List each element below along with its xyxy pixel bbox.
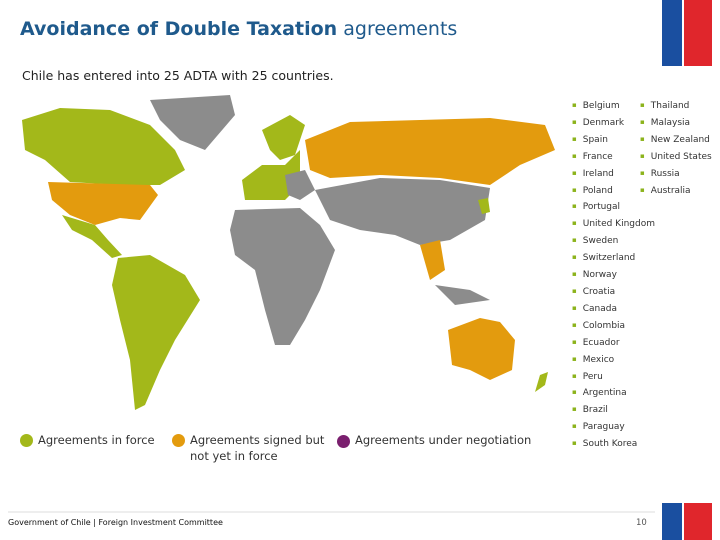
legend-label: Agreements in force: [38, 433, 155, 447]
country-item: Brazil: [572, 402, 655, 419]
country-item: France: [572, 149, 655, 166]
flag-blue: [662, 503, 682, 540]
country-item: South Korea: [572, 436, 655, 453]
footer: Government of Chile | Foreign Investment…: [8, 518, 223, 527]
country-list: BelgiumDenmarkSpainFranceIrelandPolandPo…: [572, 98, 655, 453]
title: Avoidance of Double Taxation agreements: [20, 18, 457, 40]
flag-red: [684, 0, 712, 66]
country-item: Spain: [572, 132, 655, 149]
country-list: ThailandMalaysiaNew ZealandUnited States…: [640, 98, 712, 199]
country-item: Colombia: [572, 318, 655, 335]
country-item: Croatia: [572, 284, 655, 301]
country-item: Thailand: [640, 98, 712, 115]
country-item: Mexico: [572, 352, 655, 369]
legend-label: Agreements signed but not yet in force: [190, 433, 325, 463]
country-item: Russia: [640, 166, 712, 183]
country-item: Poland: [572, 183, 655, 200]
country-item: Peru: [572, 369, 655, 386]
country-item: Australia: [640, 183, 712, 200]
country-item: Denmark: [572, 115, 655, 132]
country-item: Paraguay: [572, 419, 655, 436]
country-item: Ireland: [572, 166, 655, 183]
page-number: 10: [636, 518, 647, 528]
country-item: Switzerland: [572, 250, 655, 267]
country-item: Malaysia: [640, 115, 712, 132]
subtitle: Chile has entered into 25 ADTA with 25 c…: [22, 68, 334, 83]
legend-label: Agreements under negotiation: [355, 433, 532, 447]
country-item: Argentina: [572, 385, 655, 402]
flag-red: [684, 503, 712, 540]
country-item: Norway: [572, 267, 655, 284]
legend-swatch: [20, 434, 33, 447]
country-item: Portugal: [572, 199, 655, 216]
country-item: United States: [640, 149, 712, 166]
title-bold: Avoidance of Double Taxation: [20, 18, 338, 40]
legend-swatch: [172, 434, 185, 447]
country-item: Sweden: [572, 233, 655, 250]
title-regular: agreements: [343, 18, 458, 40]
world-map: [22, 95, 555, 410]
legend-swatch: [337, 435, 350, 448]
country-item: United Kingdom: [572, 216, 655, 233]
flag-blue: [662, 0, 682, 66]
country-item: New Zealand: [640, 132, 712, 149]
country-item: Belgium: [572, 98, 655, 115]
country-item: Canada: [572, 301, 655, 318]
country-item: Ecuador: [572, 335, 655, 352]
